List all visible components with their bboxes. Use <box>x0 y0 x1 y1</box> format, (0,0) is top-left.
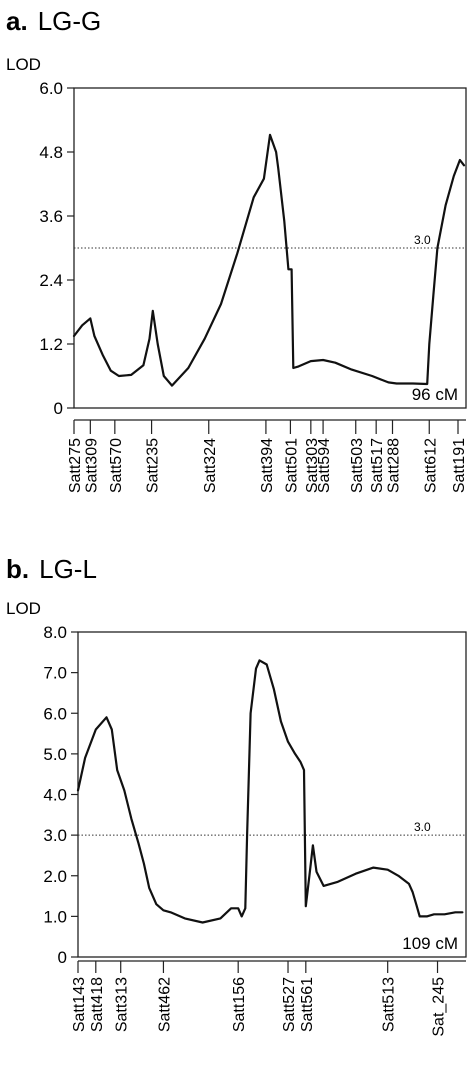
y-tick-label: 0 <box>54 399 63 418</box>
marker-label: Satt156 <box>231 977 248 1032</box>
y-tick-label: 2.4 <box>39 271 63 290</box>
marker-label: Satt235 <box>145 438 162 493</box>
y-tick-label: 1.0 <box>43 907 67 926</box>
panel-letter: a. <box>6 6 28 36</box>
y-tick-label: 3.0 <box>43 826 67 845</box>
marker-label: Satt594 <box>316 438 333 493</box>
marker-label: Satt517 <box>369 438 386 493</box>
marker-label: Satt418 <box>89 977 106 1032</box>
y-tick-label: 4.8 <box>39 143 63 162</box>
marker-label: Satt275 <box>67 438 84 493</box>
marker-label: Satt324 <box>202 438 219 493</box>
marker-label: Satt561 <box>299 977 316 1032</box>
marker-label: Satt313 <box>114 977 131 1032</box>
length-label: 109 cM <box>402 934 458 953</box>
chart-panel-a: a. LG-G LOD 0 1.2 2.4 3.6 4.8 6.0 3.0 96 cM Satt275… <box>6 6 468 493</box>
panel-label: b. LG-L <box>6 554 97 584</box>
chart-title: LG-L <box>39 554 97 584</box>
y-tick-label: 4.0 <box>43 786 67 805</box>
marker-label: Satt503 <box>349 438 366 493</box>
y-tick-label: 0 <box>58 948 67 967</box>
marker-label: Satt394 <box>259 438 276 493</box>
y-axis-label: LOD <box>6 599 41 618</box>
y-tick-label: 7.0 <box>43 664 67 683</box>
marker-label: Sat_245 <box>431 977 448 1037</box>
threshold-label: 3.0 <box>414 233 431 247</box>
marker-label: Satt462 <box>156 977 173 1032</box>
chart-title: LG-G <box>38 6 102 36</box>
lod-curve <box>72 133 466 387</box>
marker-label: Satt143 <box>71 977 88 1032</box>
panel-label: a. LG-G <box>6 6 101 36</box>
y-axis-label: LOD <box>6 55 41 74</box>
marker-label: Satt309 <box>83 438 100 493</box>
length-label: 96 cM <box>412 385 458 404</box>
y-tick-label: 2.0 <box>43 867 67 886</box>
marker-label: Satt513 <box>381 977 398 1032</box>
marker-label: Satt303 <box>304 438 321 493</box>
y-tick-label: 3.6 <box>39 207 63 226</box>
y-tick-label: 8.0 <box>43 623 67 642</box>
chart-panel-b: b. LG-L LOD 0 1.0 2.0 3.0 4.0 5.0 6.0 7.0 8.0 3.0 109… <box>6 554 467 1037</box>
marker-label: Satt570 <box>108 438 125 493</box>
marker-label: Satt288 <box>386 438 403 493</box>
y-tick-label: 5.0 <box>43 745 67 764</box>
lod-curve <box>76 659 464 924</box>
marker-label: Satt501 <box>283 438 300 493</box>
marker-label: Satt612 <box>422 438 439 493</box>
marker-label: Satt527 <box>281 977 298 1032</box>
y-tick-label: 6.0 <box>39 79 63 98</box>
threshold-label: 3.0 <box>414 820 431 834</box>
y-tick-label: 1.2 <box>39 335 63 354</box>
marker-label: Satt191 <box>451 438 468 493</box>
y-tick-label: 6.0 <box>43 704 67 723</box>
panel-letter: b. <box>6 554 29 584</box>
